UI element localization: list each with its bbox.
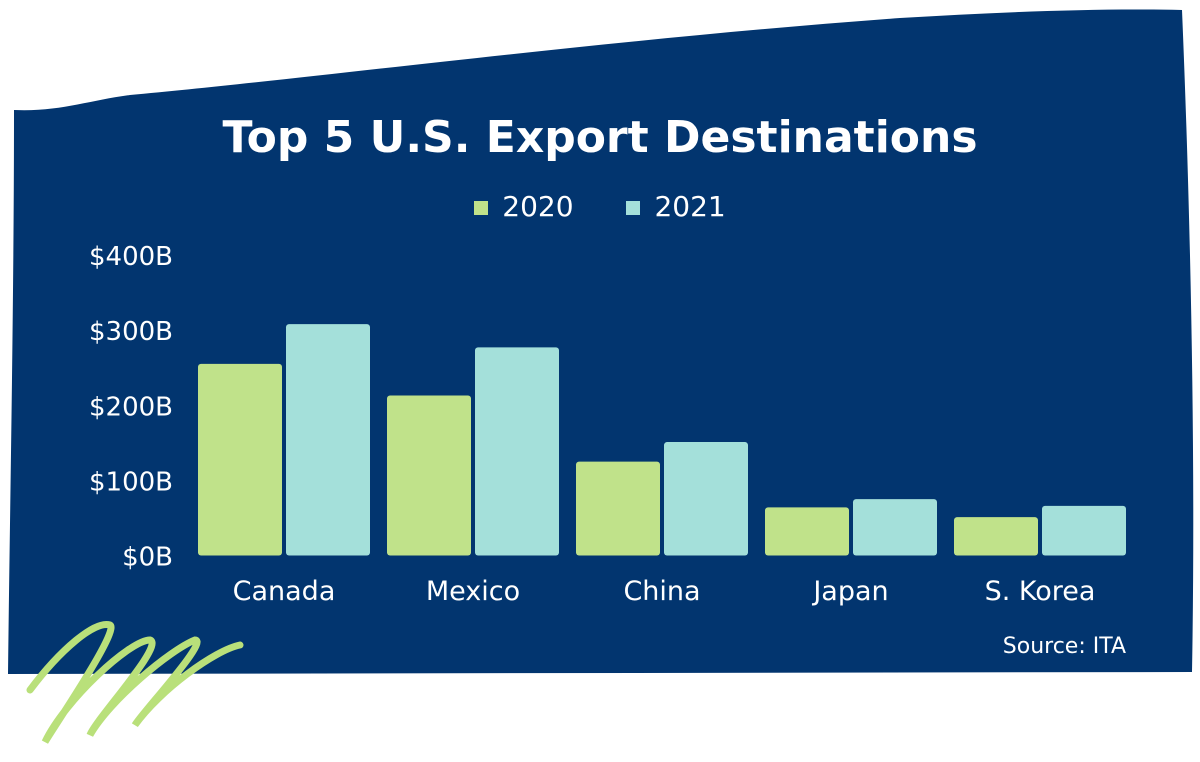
x-tick-label: Japan [811,576,888,607]
legend-swatch-2020 [474,201,489,215]
chart-title: Top 5 U.S. Export Destinations [222,112,978,163]
squiggle-decoration [26,621,244,744]
bar-canada-2021 [286,324,370,556]
legend-label-2020: 2020 [502,190,574,223]
x-tick-label: Mexico [426,576,520,607]
y-tick-label: $400B [89,242,173,272]
bar-canada-2020 [198,363,282,556]
legend-swatch-2021 [626,201,641,215]
bar-china-2020 [576,461,660,556]
source-note: Source: ITA [1002,634,1126,659]
legend: 2020 2021 [0,190,1200,223]
legend-item-2021: 2021 [626,190,726,223]
bar-japan-2021 [853,499,937,556]
bar-mexico-2021 [475,347,559,556]
y-tick-label: $0B [122,543,173,573]
bar-japan-2020 [765,507,849,556]
legend-label-2021: 2021 [654,190,726,223]
bar-s-korea-2021 [1042,505,1126,556]
bar-china-2021 [664,442,748,556]
y-tick-label: $200B [89,392,173,422]
legend-item-2020: 2020 [474,190,574,223]
bar-mexico-2020 [387,395,471,556]
y-tick-label: $100B [89,467,173,497]
x-tick-label: Canada [233,576,336,607]
x-tick-label: China [623,576,700,607]
x-tick-label: S. Korea [985,576,1096,607]
bar-s-korea-2020 [954,517,1038,556]
y-tick-label: $300B [89,317,173,347]
